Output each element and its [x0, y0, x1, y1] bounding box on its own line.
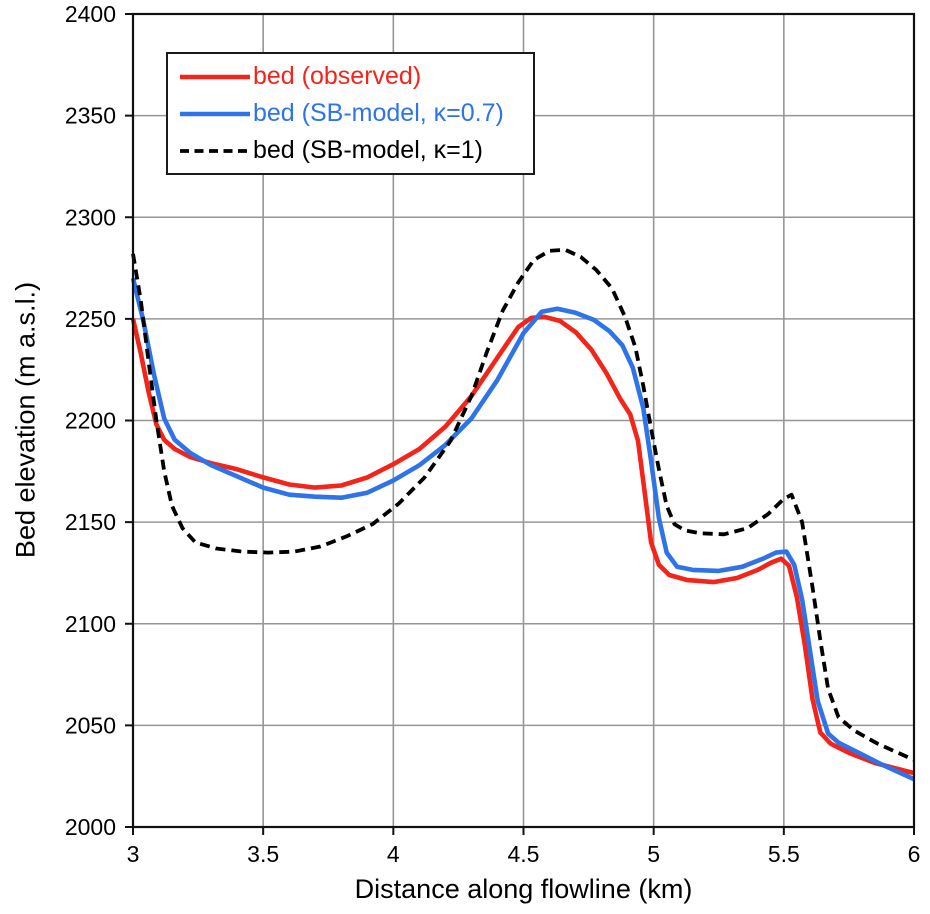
legend-line-sample-kappa-0-7 [180, 111, 250, 116]
legend-line-sample-observed [180, 74, 250, 79]
y-tick-label: 2400 [65, 1, 116, 27]
y-tick-label: 2200 [65, 408, 116, 434]
y-tick-label: 2000 [65, 814, 116, 840]
x-tick-label: 4.5 [508, 841, 540, 867]
y-tick-label: 2250 [65, 306, 116, 332]
x-tick-label: 4 [387, 841, 400, 867]
legend-label-kappa-1: bed (SB-model, κ=1) [253, 136, 483, 164]
legend-item-sb-model-kappa-0-7: bed (SB-model, κ=0.7) [168, 96, 533, 132]
legend-item-bed-observed: bed (observed) [168, 59, 533, 95]
x-axis-label: Distance along flowline (km) [354, 874, 693, 904]
y-tick-label: 2350 [65, 103, 116, 129]
x-tick-label: 3.5 [247, 841, 279, 867]
legend-line-sample-kappa-1 [180, 148, 250, 153]
bed-observed-line [130, 314, 915, 776]
x-tick-label: 5 [647, 841, 660, 867]
y-tick-label: 2050 [65, 712, 116, 738]
y-tick-label: 2100 [65, 611, 116, 637]
x-tick-label: 5.5 [768, 841, 800, 867]
x-tick-label: 3 [127, 841, 140, 867]
y-axis-label: Bed elevation (m a.s.l.) [10, 281, 41, 559]
bed-sb-model-kappa-0-7-line [130, 277, 915, 782]
bed-sb-model-kappa-1-line [131, 247, 915, 762]
legend-item-sb-model-kappa-1: bed (SB-model, κ=1) [168, 133, 533, 169]
legend-label-kappa-0-7: bed (SB-model, κ=0.7) [253, 99, 504, 127]
y-tick-label: 2300 [65, 204, 116, 230]
legend: bed (observed) bed (SB-model, κ=0.7) bed… [166, 52, 535, 175]
legend-label-observed: bed (observed) [253, 62, 422, 90]
y-tick-label: 2150 [65, 509, 116, 535]
x-tick-label: 6 [908, 841, 921, 867]
